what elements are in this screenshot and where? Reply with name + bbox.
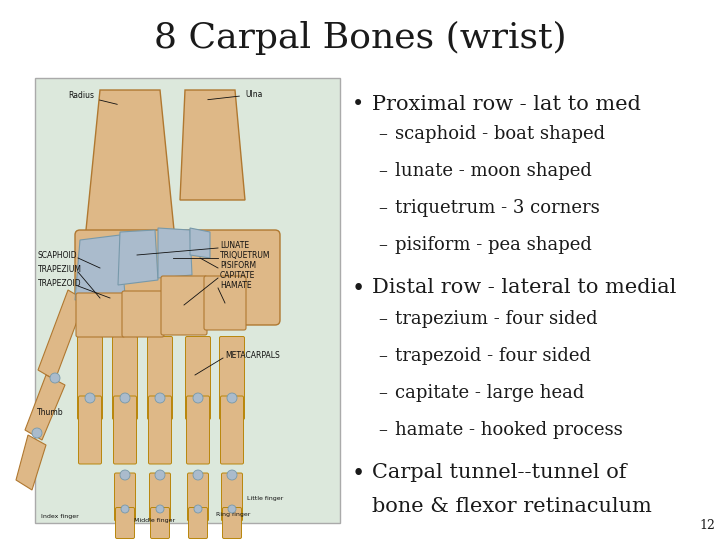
FancyBboxPatch shape <box>112 336 138 420</box>
FancyBboxPatch shape <box>189 508 207 538</box>
Text: METACARPALS: METACARPALS <box>225 351 280 360</box>
Text: 8 Carpal Bones (wrist): 8 Carpal Bones (wrist) <box>153 21 567 55</box>
Text: scaphoid - boat shaped: scaphoid - boat shaped <box>395 125 605 143</box>
FancyBboxPatch shape <box>78 336 102 420</box>
Polygon shape <box>85 90 175 240</box>
FancyBboxPatch shape <box>148 336 173 420</box>
FancyBboxPatch shape <box>148 396 171 464</box>
FancyBboxPatch shape <box>78 396 102 464</box>
Text: Radius: Radius <box>68 91 117 104</box>
Text: CAPITATE: CAPITATE <box>220 271 256 280</box>
Circle shape <box>121 505 129 513</box>
Text: •: • <box>352 463 365 485</box>
Polygon shape <box>16 435 46 490</box>
Text: –: – <box>378 199 387 217</box>
Text: capitate - large head: capitate - large head <box>395 384 585 402</box>
Text: trapezoid - four sided: trapezoid - four sided <box>395 347 591 365</box>
Polygon shape <box>118 230 158 285</box>
Circle shape <box>193 393 203 403</box>
FancyBboxPatch shape <box>220 396 243 464</box>
Circle shape <box>227 393 237 403</box>
Text: pisiform - pea shaped: pisiform - pea shaped <box>395 236 592 254</box>
FancyBboxPatch shape <box>186 396 210 464</box>
Text: –: – <box>378 384 387 402</box>
FancyBboxPatch shape <box>204 276 246 330</box>
Circle shape <box>194 505 202 513</box>
Circle shape <box>120 393 130 403</box>
FancyBboxPatch shape <box>114 473 135 521</box>
FancyBboxPatch shape <box>150 473 171 521</box>
Text: –: – <box>378 347 387 365</box>
Text: Thumb: Thumb <box>37 408 63 417</box>
Polygon shape <box>190 228 210 258</box>
Text: –: – <box>378 421 387 439</box>
FancyBboxPatch shape <box>161 276 207 335</box>
Circle shape <box>85 393 95 403</box>
Polygon shape <box>25 375 65 440</box>
Text: Proximal row - lat to med: Proximal row - lat to med <box>372 95 641 114</box>
Text: TRAPEZIUM: TRAPEZIUM <box>38 265 82 274</box>
FancyBboxPatch shape <box>222 473 243 521</box>
FancyBboxPatch shape <box>186 336 210 420</box>
Text: Ring finger: Ring finger <box>216 512 250 517</box>
Text: –: – <box>378 236 387 254</box>
Text: •: • <box>352 278 365 300</box>
Text: bone & flexor retinaculum: bone & flexor retinaculum <box>372 497 652 516</box>
Text: •: • <box>352 95 364 114</box>
Text: TRIQUETRUM: TRIQUETRUM <box>220 251 271 260</box>
Polygon shape <box>75 235 125 300</box>
Polygon shape <box>158 228 192 278</box>
Text: –: – <box>378 162 387 180</box>
Circle shape <box>120 470 130 480</box>
FancyBboxPatch shape <box>122 291 164 337</box>
Text: –: – <box>378 310 387 328</box>
FancyBboxPatch shape <box>150 508 169 538</box>
Polygon shape <box>38 290 85 380</box>
Circle shape <box>155 393 165 403</box>
Text: Index finger: Index finger <box>41 514 79 519</box>
Text: 12: 12 <box>699 519 715 532</box>
Text: Carpal tunnel--tunnel of: Carpal tunnel--tunnel of <box>372 463 626 482</box>
Text: SCAPHOID: SCAPHOID <box>38 251 78 260</box>
Text: trapezium - four sided: trapezium - four sided <box>395 310 598 328</box>
Circle shape <box>156 505 164 513</box>
Text: TRAPEZOID: TRAPEZOID <box>38 279 81 288</box>
Circle shape <box>50 373 60 383</box>
Text: triquetrum - 3 corners: triquetrum - 3 corners <box>395 199 600 217</box>
Text: LUNATE: LUNATE <box>220 241 249 250</box>
Circle shape <box>32 428 42 438</box>
Text: HAMATE: HAMATE <box>220 281 251 290</box>
Text: –: – <box>378 125 387 143</box>
FancyBboxPatch shape <box>187 473 209 521</box>
FancyBboxPatch shape <box>220 336 245 420</box>
Bar <box>35 78 340 523</box>
FancyBboxPatch shape <box>76 293 125 337</box>
Text: Little finger: Little finger <box>247 496 283 501</box>
FancyBboxPatch shape <box>115 508 135 538</box>
Circle shape <box>155 470 165 480</box>
Circle shape <box>228 505 236 513</box>
Text: hamate - hooked process: hamate - hooked process <box>395 421 623 439</box>
Text: Distal row - lateral to medial: Distal row - lateral to medial <box>372 278 676 297</box>
Text: lunate - moon shaped: lunate - moon shaped <box>395 162 592 180</box>
Text: Ulna: Ulna <box>208 90 262 100</box>
Circle shape <box>227 470 237 480</box>
FancyBboxPatch shape <box>222 508 241 538</box>
Polygon shape <box>180 90 245 200</box>
Text: PISIFORM: PISIFORM <box>220 261 256 270</box>
FancyBboxPatch shape <box>114 396 137 464</box>
FancyBboxPatch shape <box>75 230 280 325</box>
Text: Middle finger: Middle finger <box>135 518 176 523</box>
Circle shape <box>193 470 203 480</box>
